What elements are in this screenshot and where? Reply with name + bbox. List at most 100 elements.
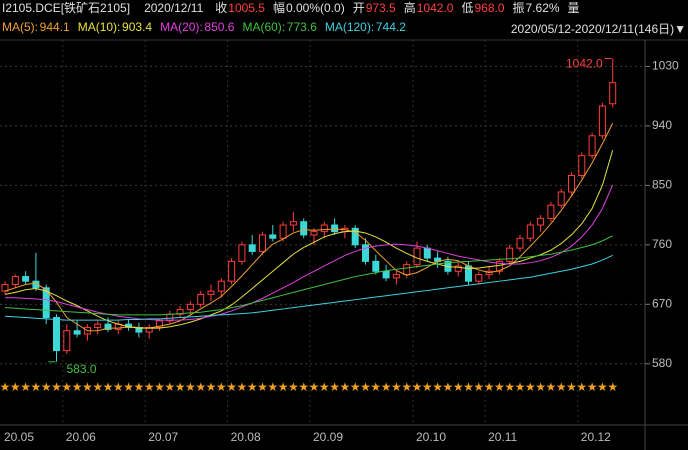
signal-star: ★ <box>185 380 196 394</box>
candle-body <box>516 237 524 249</box>
x-tick-label: 20.09 <box>313 430 343 444</box>
signal-star: ★ <box>51 380 62 394</box>
signal-star: ★ <box>144 380 155 394</box>
x-tick-label: 20.10 <box>416 430 446 444</box>
candle-body <box>156 320 163 328</box>
candle-body <box>94 323 102 328</box>
candle-body <box>568 174 575 193</box>
x-tick-label: 20.05 <box>4 430 34 444</box>
legend-value: 903.4 <box>122 20 152 34</box>
signal-star: ★ <box>237 380 248 394</box>
legend-name: MA(5) <box>2 20 35 34</box>
signal-star: ★ <box>515 380 526 394</box>
signal-star: ★ <box>154 380 165 394</box>
legend-value: 944.1 <box>40 20 70 34</box>
candle-body <box>362 244 369 262</box>
quote-label: 振 <box>513 1 525 15</box>
candle-body <box>475 274 483 282</box>
signal-star: ★ <box>556 380 567 394</box>
symbol: I2105.DCE[铁矿石2105] <box>2 1 130 15</box>
candle-body <box>423 247 431 259</box>
candle-body <box>145 326 153 333</box>
signal-star: ★ <box>350 380 361 394</box>
y-tick-label: 760 <box>652 237 672 251</box>
annotation: 583.0 <box>67 362 97 376</box>
y-tick-label: 580 <box>652 356 672 370</box>
signal-star: ★ <box>401 380 412 394</box>
legend-sep: : <box>35 20 38 34</box>
x-tick-label: 20.07 <box>148 430 178 444</box>
quote-value: 7.62% <box>526 1 560 15</box>
signal-star: ★ <box>226 380 237 394</box>
signal-star: ★ <box>20 380 31 394</box>
legend-sep: : <box>199 20 202 34</box>
quote-value: 973.5 <box>366 1 396 15</box>
candle-body <box>578 155 586 176</box>
legend-name: MA(20) <box>160 20 199 34</box>
quote-value: 0.00%(0.0) <box>286 1 345 15</box>
date-range: 2020/05/12-2020/12/11(146日)▼ <box>511 22 686 36</box>
ma-line <box>4 235 613 316</box>
candle-body <box>537 217 545 226</box>
signal-star: ★ <box>381 380 392 394</box>
signal-star: ★ <box>340 380 351 394</box>
signal-star: ★ <box>216 380 227 394</box>
legend-value: 850.6 <box>204 20 234 34</box>
signal-star: ★ <box>319 380 330 394</box>
signal-star: ★ <box>41 380 52 394</box>
signal-star: ★ <box>164 380 175 394</box>
signal-star: ★ <box>195 380 206 394</box>
signal-star: ★ <box>412 380 423 394</box>
signal-star: ★ <box>360 380 371 394</box>
candle-body <box>609 82 617 105</box>
signal-star: ★ <box>546 380 557 394</box>
candle-body <box>186 303 194 311</box>
candle-body <box>495 260 503 272</box>
signal-star: ★ <box>484 380 495 394</box>
quote-value: 1042.0 <box>417 1 454 15</box>
signal-star: ★ <box>278 380 289 394</box>
candle-body <box>217 280 225 292</box>
candle-body <box>259 234 266 252</box>
signal-star: ★ <box>298 380 309 394</box>
candle-body <box>228 260 236 282</box>
candle-body <box>392 274 400 279</box>
candle-body <box>454 265 462 272</box>
signal-star: ★ <box>61 380 72 394</box>
candle-body <box>32 280 40 289</box>
signal-star: ★ <box>576 380 587 394</box>
candle-body <box>42 287 50 319</box>
y-tick-label: 670 <box>652 296 672 310</box>
candle-body <box>207 290 215 295</box>
candle-body <box>413 247 421 266</box>
quote-value: 968.0 <box>474 1 504 15</box>
signal-star: ★ <box>504 380 515 394</box>
signal-star: ★ <box>422 380 433 394</box>
candle-body <box>320 224 328 233</box>
candle-body <box>547 204 555 219</box>
signal-star: ★ <box>247 380 258 394</box>
legend-value: 773.6 <box>287 20 317 34</box>
candle-body <box>176 309 184 315</box>
signal-star: ★ <box>134 380 145 394</box>
candle-body <box>104 323 112 330</box>
legend-name: MA(10) <box>78 20 117 34</box>
signal-star: ★ <box>206 380 217 394</box>
quote-label: 开 <box>353 1 365 15</box>
signal-star: ★ <box>535 380 546 394</box>
candle-body <box>197 293 205 305</box>
candle-body <box>351 227 359 246</box>
quote-label: 收 <box>215 1 227 15</box>
signal-star: ★ <box>525 380 536 394</box>
signal-star: ★ <box>494 380 505 394</box>
signal-star: ★ <box>432 380 443 394</box>
signal-star: ★ <box>463 380 474 394</box>
signal-star: ★ <box>391 380 402 394</box>
signal-star: ★ <box>82 380 93 394</box>
signal-star: ★ <box>587 380 598 394</box>
legend-name: MA(120) <box>325 20 371 34</box>
signal-star: ★ <box>453 380 464 394</box>
candle-body <box>372 260 380 272</box>
candle-body <box>279 224 287 239</box>
